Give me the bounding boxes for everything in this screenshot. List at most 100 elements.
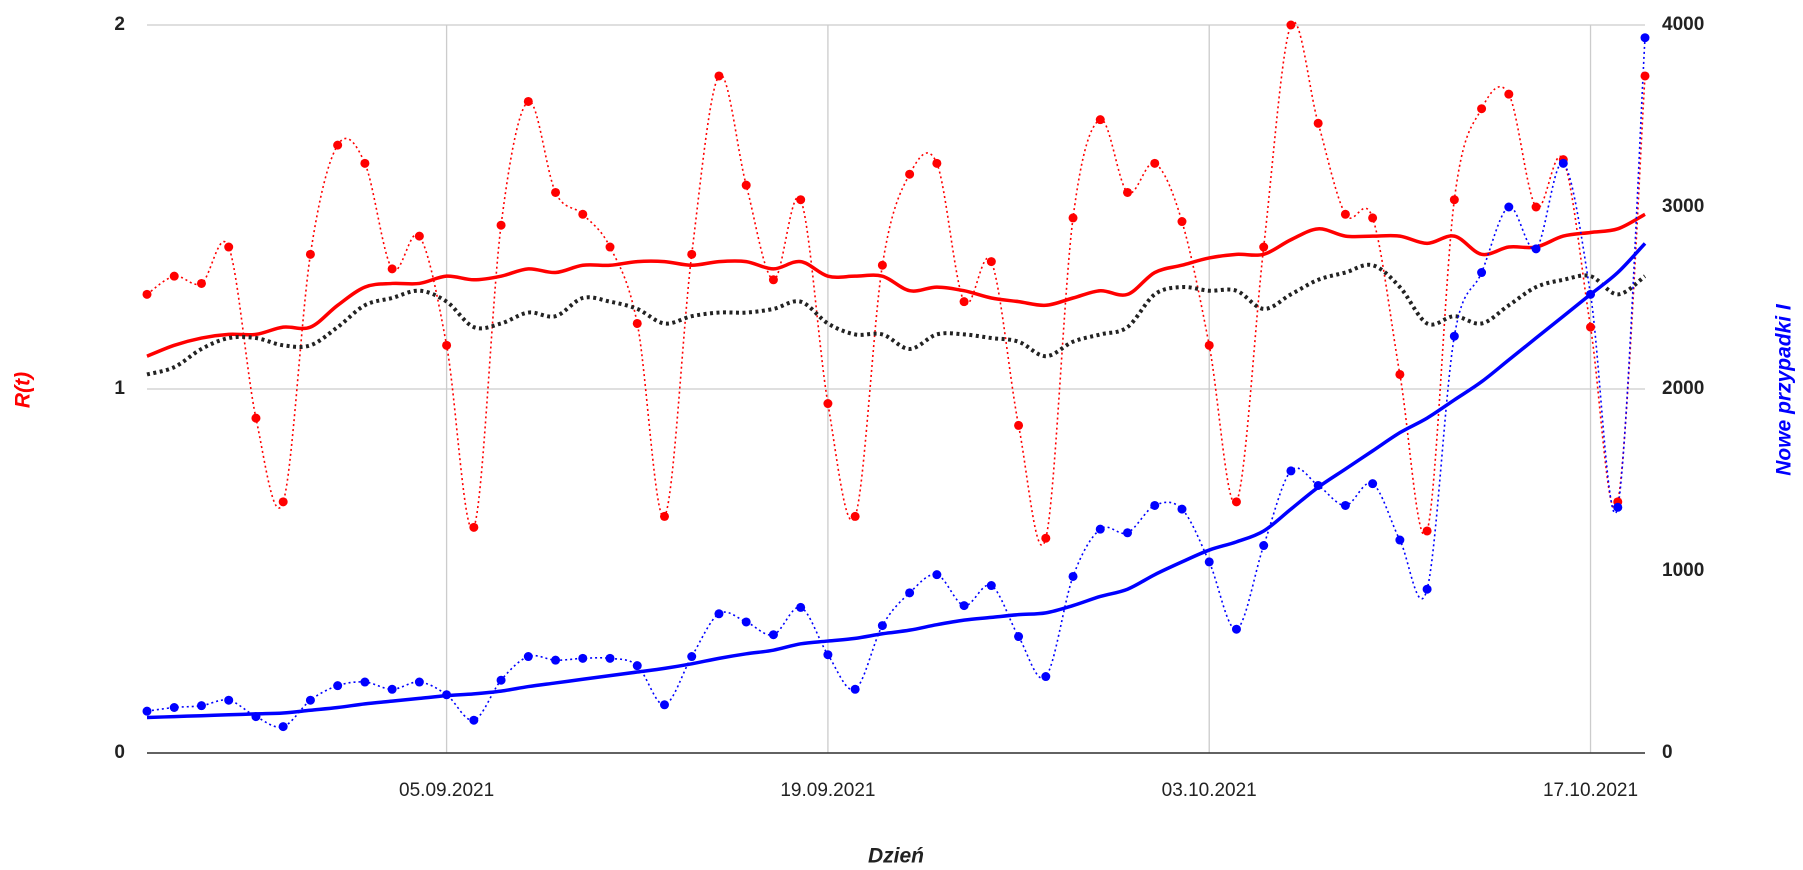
data-point bbox=[1504, 89, 1514, 99]
y-tick-label: 1 bbox=[114, 378, 125, 399]
x-tick-label: 03.10.2021 bbox=[1162, 780, 1257, 801]
data-point bbox=[142, 289, 152, 299]
data-point bbox=[333, 140, 343, 150]
data-point bbox=[796, 195, 806, 205]
data-point bbox=[1177, 504, 1187, 514]
data-point bbox=[714, 609, 724, 619]
data-point bbox=[1422, 526, 1432, 536]
data-point bbox=[1177, 217, 1187, 227]
data-point bbox=[196, 278, 206, 288]
data-point bbox=[469, 715, 479, 725]
data-point bbox=[1504, 202, 1514, 212]
data-point bbox=[414, 231, 424, 241]
y2-axis-title: Nowe przypadki I bbox=[1773, 303, 1796, 476]
data-point bbox=[360, 158, 370, 168]
data-point bbox=[1286, 466, 1296, 476]
data-point bbox=[605, 242, 615, 252]
data-point bbox=[305, 249, 315, 259]
data-point bbox=[986, 257, 996, 267]
data-point bbox=[1368, 479, 1378, 489]
data-point bbox=[632, 661, 642, 671]
data-point bbox=[1640, 33, 1650, 43]
data-point bbox=[442, 690, 452, 700]
y2-tick-label: 3000 bbox=[1662, 196, 1704, 217]
data-point bbox=[1313, 480, 1323, 490]
data-point bbox=[1041, 533, 1051, 543]
data-point bbox=[959, 297, 969, 307]
y-tick-label: 0 bbox=[114, 742, 125, 763]
data-point bbox=[196, 701, 206, 711]
data-point bbox=[469, 522, 479, 532]
data-point bbox=[224, 242, 234, 252]
data-point bbox=[1558, 158, 1568, 168]
data-point bbox=[905, 588, 915, 598]
data-point bbox=[823, 650, 833, 660]
data-point bbox=[1449, 331, 1459, 341]
data-point bbox=[1259, 242, 1269, 252]
data-point bbox=[387, 684, 397, 694]
data-point bbox=[1095, 115, 1105, 125]
x-axis-title: Dzień bbox=[868, 845, 924, 868]
data-point bbox=[768, 275, 778, 285]
data-point bbox=[1231, 624, 1241, 634]
data-point bbox=[523, 652, 533, 662]
data-point bbox=[877, 621, 887, 631]
data-point bbox=[959, 601, 969, 611]
data-point bbox=[251, 712, 261, 722]
data-point bbox=[496, 220, 506, 230]
data-point bbox=[278, 497, 288, 507]
data-point bbox=[659, 511, 669, 521]
data-point bbox=[1123, 528, 1133, 538]
data-point bbox=[850, 684, 860, 694]
data-point bbox=[986, 581, 996, 591]
data-point bbox=[1041, 672, 1051, 682]
data-point bbox=[169, 703, 179, 712]
data-point bbox=[905, 169, 915, 179]
x-tick-label: 05.09.2021 bbox=[399, 780, 494, 801]
data-point bbox=[1123, 187, 1133, 197]
data-point bbox=[1586, 322, 1596, 332]
data-point bbox=[1395, 369, 1405, 379]
data-point bbox=[932, 158, 942, 168]
series-line bbox=[146, 21, 1646, 547]
data-point bbox=[1422, 584, 1432, 594]
data-point bbox=[1068, 571, 1078, 581]
data-point bbox=[578, 209, 588, 219]
data-point bbox=[578, 653, 588, 663]
data-point bbox=[1014, 632, 1024, 642]
data-point bbox=[1313, 118, 1323, 128]
data-point bbox=[1368, 213, 1378, 223]
data-point bbox=[632, 318, 642, 328]
data-point bbox=[1150, 158, 1160, 168]
data-point bbox=[741, 617, 751, 627]
data-point bbox=[1150, 500, 1160, 510]
data-point bbox=[278, 722, 288, 732]
data-point bbox=[1204, 340, 1214, 350]
data-point bbox=[1286, 20, 1296, 30]
data-point bbox=[1340, 209, 1350, 219]
data-point bbox=[387, 264, 397, 274]
series-line bbox=[146, 212, 1646, 358]
data-point bbox=[932, 570, 942, 580]
data-point bbox=[850, 511, 860, 521]
data-point bbox=[305, 695, 315, 705]
data-point bbox=[1395, 535, 1405, 545]
data-point bbox=[442, 340, 452, 350]
data-point bbox=[1204, 557, 1214, 567]
data-point bbox=[1068, 213, 1078, 223]
data-point bbox=[414, 677, 424, 687]
data-point bbox=[551, 187, 561, 197]
data-point bbox=[714, 71, 724, 81]
x-tick-label: 17.10.2021 bbox=[1543, 780, 1638, 801]
data-point bbox=[360, 677, 370, 687]
data-point bbox=[224, 695, 234, 705]
data-point bbox=[1449, 195, 1459, 205]
series-line bbox=[146, 37, 1646, 728]
y2-tick-label: 4000 bbox=[1662, 14, 1704, 35]
data-point bbox=[1531, 244, 1541, 254]
data-point bbox=[1231, 497, 1241, 507]
series-line bbox=[146, 242, 1647, 720]
data-point bbox=[1613, 502, 1623, 512]
data-point bbox=[169, 271, 179, 281]
data-point bbox=[659, 700, 669, 710]
